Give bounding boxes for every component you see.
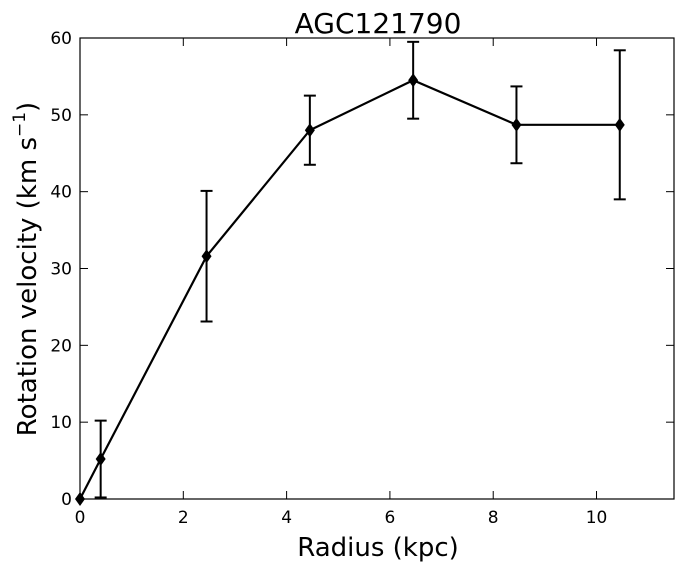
data-point	[408, 73, 419, 88]
y-tick-label: 60	[50, 29, 72, 49]
x-tick-label: 2	[178, 508, 189, 528]
plot-layer: 0 2 4 6 8 10 0 10 20 30 40 50 60	[50, 29, 675, 528]
y-tick-label: 40	[50, 183, 72, 203]
y-tick-label: 30	[50, 260, 72, 280]
x-tick-label: 0	[75, 508, 86, 528]
data-point	[304, 123, 315, 138]
data-point	[75, 492, 85, 506]
data-point	[511, 117, 522, 132]
series-line	[79, 79, 620, 500]
y-axis-label: Rotation velocity (km s−1)	[10, 102, 43, 436]
data-point	[614, 117, 625, 132]
y-axis-label-end: )	[13, 102, 43, 112]
y-tick-label: 50	[50, 106, 72, 126]
y-axis-label-main: Rotation velocity (km s	[13, 137, 43, 436]
data-point	[95, 452, 106, 467]
data-point	[201, 249, 212, 264]
plot-frame	[79, 37, 675, 500]
x-tick-label: 6	[384, 508, 395, 528]
chart-title: AGC121790	[295, 7, 462, 40]
x-axis-label: Radius (kpc)	[297, 533, 459, 563]
x-tick-label: 8	[488, 508, 499, 528]
x-tick-label: 10	[586, 508, 608, 528]
y-tick-label: 0	[61, 490, 72, 510]
x-tick-label: 4	[281, 508, 292, 528]
y-tick-label: 20	[50, 336, 72, 356]
y-tick-label: 10	[50, 413, 72, 433]
y-axis-label-sup: −1	[10, 112, 30, 137]
